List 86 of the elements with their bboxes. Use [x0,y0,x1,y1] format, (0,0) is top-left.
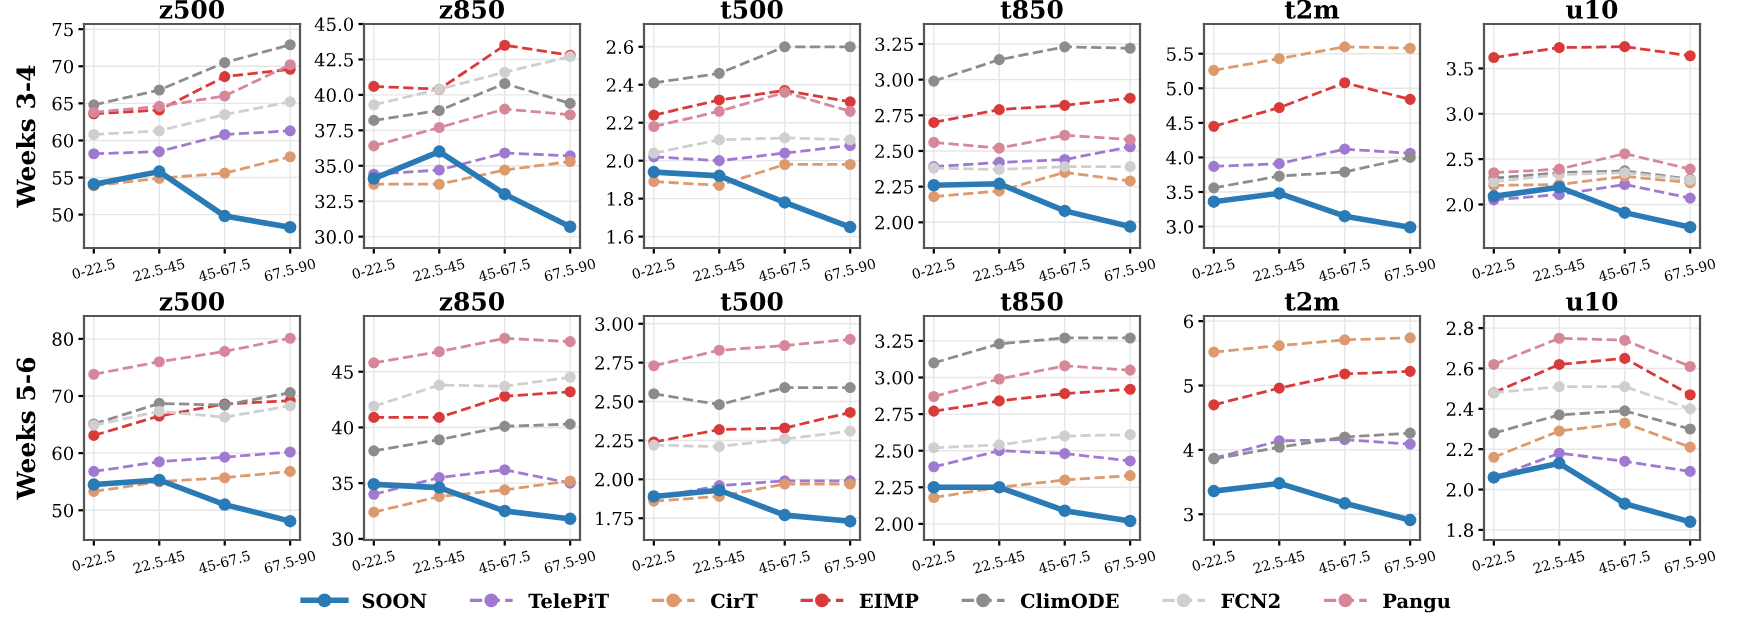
y-tick-label: 3.5 [1446,61,1473,76]
chart-title: u10 [1566,0,1618,19]
y-tick-label: 70 [52,59,74,74]
y-tick-label: 2.0 [1446,483,1474,497]
y-tick-label: 3.00 [595,317,634,331]
y-tick-label: 5.0 [1167,81,1194,96]
y-tick-label: 2.25 [875,180,913,194]
y-tick-label: 2.0 [1446,197,1474,212]
y-tick-label: 37.5 [315,123,353,138]
chart-title: t850 [1000,291,1063,311]
y-tick-label: 32.5 [315,194,353,209]
y-tick-label: 30 [332,532,354,546]
y-tick-label: 4 [1183,443,1194,457]
y-tick-label: 45.0 [314,17,354,32]
chart-title: t2m [1284,291,1340,311]
y-tick-label: 2.00 [875,215,914,230]
y-tick-label: 2.75 [875,108,913,123]
y-tick-label: 3.25 [875,334,913,349]
legend-label: ClimODE [1020,593,1119,609]
y-tick-label: 2.50 [875,444,914,458]
y-axis-title: Weeks 3-4 [16,65,36,208]
y-tick-label: 2.6 [606,40,634,54]
y-tick-label: 75 [52,22,73,37]
chart-title: z500 [159,291,225,311]
y-tick-label: 2.50 [875,144,914,159]
y-tick-label: 45 [331,365,353,379]
y-tick-label: 2.75 [875,407,913,422]
y-tick-label: 42.5 [314,52,353,67]
y-tick-label: 6 [1184,314,1194,329]
y-tick-label: 2.8 [1446,321,1474,336]
y-tick-label: 2.25 [595,433,633,448]
y-tick-label: 3.5 [1166,185,1193,200]
legend-label: Pangu [1383,593,1451,613]
y-tick-label: 1.75 [596,511,633,526]
y-tick-label: 60 [52,133,74,148]
chart-title: z850 [439,0,505,19]
y-tick-label: 2.2 [606,116,633,130]
y-tick-label: 35.0 [315,159,354,173]
chart-title: t500 [720,291,783,311]
y-tick-label: 3 [1184,507,1193,522]
y-tick-label: 3.0 [1166,220,1194,234]
y-tick-label: 4.0 [1166,150,1194,165]
legend-label: CirT [711,593,758,609]
chart-title: t500 [720,0,783,19]
legend-label: SOON [362,593,427,609]
chart-title: t850 [1000,0,1063,19]
y-tick-label: 30.0 [315,230,354,244]
y-tick-label: 5 [1184,379,1193,393]
y-tick-label: 2.00 [875,517,914,532]
y-tick-label: 2.00 [595,472,634,487]
y-tick-label: 3.0 [1446,107,1474,121]
y-tick-label: 60 [52,446,74,461]
y-axis-title: Weeks 5-6 [16,357,36,500]
legend-label: EIMP [859,593,919,609]
y-tick-label: 2.0 [606,154,634,168]
y-tick-label: 50 [52,208,74,222]
chart-title: z500 [159,0,225,19]
y-tick-label: 2.6 [1446,361,1474,376]
chart-title: z850 [439,291,505,311]
y-tick-label: 70 [52,389,74,404]
y-tick-label: 40.0 [314,88,354,102]
y-tick-label: 2.5 [1446,152,1473,167]
legend-label: FCN2 [1221,593,1280,609]
y-tick-label: 5.5 [1167,47,1193,61]
y-tick-label: 2.50 [595,395,634,409]
y-tick-label: 55 [52,171,73,185]
y-tick-label: 4.5 [1166,116,1193,130]
y-tick-label: 2.25 [875,480,913,495]
y-tick-label: 2.4 [606,78,634,92]
y-tick-label: 80 [52,332,74,346]
y-tick-label: 3.00 [875,370,914,385]
y-tick-label: 40 [331,420,354,435]
y-tick-label: 1.6 [607,230,634,244]
y-tick-label: 3.25 [875,37,913,52]
chart-title: u10 [1566,291,1618,311]
y-tick-label: 2.2 [1446,442,1473,457]
y-tick-label: 1.8 [1447,523,1474,538]
y-tick-label: 1.8 [607,192,634,206]
legend-label: TelePiT [528,593,609,609]
y-tick-label: 65 [52,96,73,111]
y-tick-label: 2.4 [1446,402,1474,416]
chart-title: t2m [1284,0,1340,19]
y-tick-label: 3.00 [875,73,914,87]
y-tick-label: 35 [332,476,353,491]
y-tick-label: 2.75 [595,356,633,370]
y-tick-label: 50 [52,503,74,518]
